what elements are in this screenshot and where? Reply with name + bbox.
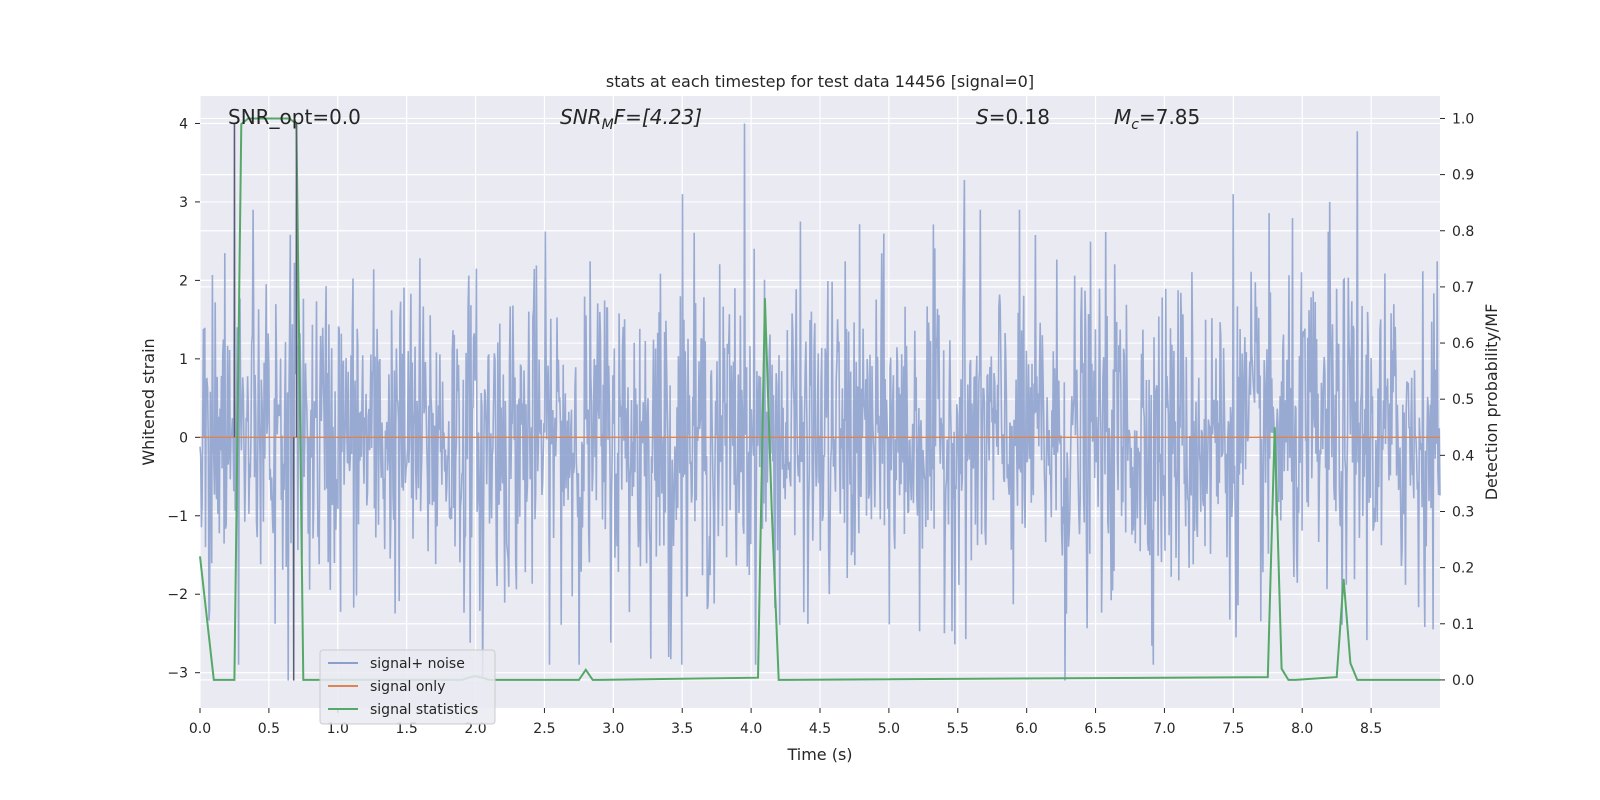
x-tick-label-2: 1.0: [327, 721, 349, 737]
annotation-snr-mf: SNRMF=[4.23]: [560, 105, 702, 133]
x-tick-label-16: 8.0: [1291, 721, 1313, 737]
x-tick-label-17: 8.5: [1360, 721, 1382, 737]
y-left-tick-label-1: 3: [179, 195, 188, 211]
y-left-tick-label-6: −2: [167, 587, 188, 603]
y-left-axis-ticks: 4 3 2 1 0 −1 −2 −3: [167, 116, 200, 682]
y-right-axis-ticks: 1.0 0.9 0.8 0.7 0.6 0.5 0.4 0.3 0.2 0.1 0.0: [1440, 111, 1474, 689]
x-tick-label-10: 5.0: [878, 721, 900, 737]
mc-var: M: [1114, 105, 1131, 129]
x-tick-label-6: 3.0: [602, 721, 624, 737]
y-right-tick-label-3: 0.7: [1452, 280, 1474, 296]
mc-val: =7.85: [1139, 105, 1200, 129]
y-right-tick-label-1: 0.9: [1452, 168, 1474, 184]
y-left-tick-label-3: 1: [179, 352, 188, 368]
snr-mf-rest: F=[4.23]: [614, 105, 702, 129]
x-tick-label-5: 2.5: [533, 721, 555, 737]
s-val: =0.18: [989, 105, 1050, 129]
x-tick-label-9: 4.5: [809, 721, 831, 737]
y-right-axis-label: Detection probability/MF: [1482, 304, 1501, 501]
x-axis-label: Time (s): [786, 745, 852, 764]
legend-label-signal-noise: signal+ noise: [370, 656, 465, 672]
legend-label-signal-only: signal only: [370, 679, 445, 695]
y-left-tick-label-7: −3: [167, 666, 188, 682]
y-right-tick-label-6: 0.4: [1452, 448, 1474, 464]
y-right-tick-label-9: 0.1: [1452, 617, 1474, 633]
x-tick-label-1: 0.5: [258, 721, 280, 737]
y-right-tick-label-2: 0.8: [1452, 224, 1474, 240]
x-tick-label-8: 4.0: [740, 721, 762, 737]
signal-noise-line: [199, 123, 1441, 681]
chart-title: stats at each timestep for test data 144…: [606, 72, 1034, 91]
series-signal-noise: [199, 123, 1441, 681]
x-tick-label-14: 7.0: [1153, 721, 1175, 737]
x-tick-label-3: 1.5: [396, 721, 418, 737]
y-left-tick-label-5: −1: [167, 509, 188, 525]
annotation-mc: Mc=7.85: [1114, 105, 1200, 133]
y-left-axis-label: Whitened strain: [139, 338, 158, 465]
annotation-snr-opt: SNR_opt=0.0: [228, 105, 361, 129]
y-right-tick-label-8: 0.2: [1452, 561, 1474, 577]
x-tick-label-11: 5.5: [947, 721, 969, 737]
y-left-tick-label-4: 0: [179, 430, 188, 446]
y-right-tick-label-0: 1.0: [1452, 111, 1474, 127]
x-tick-label-13: 6.5: [1084, 721, 1106, 737]
y-right-tick-label-10: 0.0: [1452, 673, 1474, 689]
x-tick-label-12: 6.0: [1016, 721, 1038, 737]
y-left-tick-label-0: 4: [179, 116, 188, 132]
y-right-tick-label-7: 0.3: [1452, 504, 1474, 520]
x-tick-label-7: 3.5: [671, 721, 693, 737]
snr-mf-sub: M: [602, 117, 614, 133]
s-var: S: [976, 105, 989, 129]
y-left-tick-label-2: 2: [179, 273, 188, 289]
x-tick-label-4: 2.0: [464, 721, 486, 737]
x-tick-label-0: 0.0: [189, 721, 211, 737]
peak-markers: [233, 123, 298, 681]
y-right-tick-label-5: 0.5: [1452, 392, 1474, 408]
legend-label-signal-statistics: signal statistics: [370, 702, 478, 718]
legend: signal+ noise signal only signal statist…: [319, 649, 496, 725]
legend-box: [319, 649, 496, 725]
y-right-tick-label-4: 0.6: [1452, 336, 1474, 352]
x-tick-label-15: 7.5: [1222, 721, 1244, 737]
mc-sub: c: [1131, 117, 1139, 133]
x-axis-ticks: 0.0 0.5 1.0 1.5 2.0 2.5 3.0 3.5 4.0 4.5 5.0 5.5 6.0 6…: [189, 708, 1382, 737]
annotation-s: S=0.18: [976, 105, 1050, 129]
snr-mf-base: SNR: [560, 105, 602, 129]
